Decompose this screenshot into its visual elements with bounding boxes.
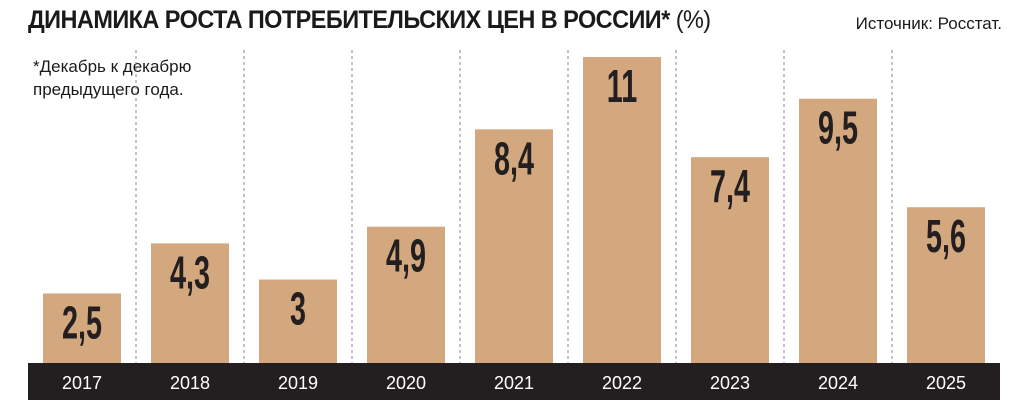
chart-title-text: ДИНАМИКА РОСТА ПОТРЕБИТЕЛЬСКИХ ЦЕН В РОС… (28, 6, 670, 34)
bar-value-label: 2,5 (62, 298, 102, 350)
x-tick-label: 2019 (278, 373, 318, 393)
x-tick-label: 2020 (386, 373, 426, 393)
bar-value-label: 9,5 (818, 103, 858, 155)
bar-2025 (907, 207, 985, 363)
bar-value-label: 11 (607, 61, 637, 113)
bar-2022 (583, 57, 661, 363)
chart-footnote: *Декабрь к декабрю предыдущего года. (33, 57, 192, 99)
x-tick-label: 2024 (818, 373, 858, 393)
bar-value-label: 4,3 (170, 248, 210, 300)
bar-value-label: 8,4 (494, 134, 535, 186)
bar-2024 (799, 98, 877, 364)
chart-title-unit: (%) (675, 6, 711, 34)
bar-value-label: 7,4 (710, 161, 751, 213)
bar-value-label: 4,9 (386, 231, 426, 283)
bar-2018 (151, 243, 229, 363)
chart-title: ДИНАМИКА РОСТА ПОТРЕБИТЕЛЬСКИХ ЦЕН В РОС… (28, 6, 711, 35)
bar-value-label: 3 (290, 284, 306, 336)
x-tick-label: 2018 (170, 373, 210, 393)
bar-value-label: 5,6 (926, 211, 966, 263)
x-tick-label: 2025 (926, 373, 966, 393)
bar-2023 (691, 157, 769, 363)
x-tick-label: 2023 (710, 373, 750, 393)
bar-2019 (259, 279, 337, 363)
x-tick-label: 2022 (602, 373, 642, 393)
bar-2021 (475, 129, 553, 363)
chart-source: Источник: Росстат. (855, 14, 1002, 33)
x-tick-label: 2017 (62, 373, 102, 393)
bar-2017 (43, 293, 121, 363)
bar-2020 (367, 226, 445, 363)
x-axis-band (28, 363, 1000, 400)
x-tick-label: 2021 (494, 373, 534, 393)
